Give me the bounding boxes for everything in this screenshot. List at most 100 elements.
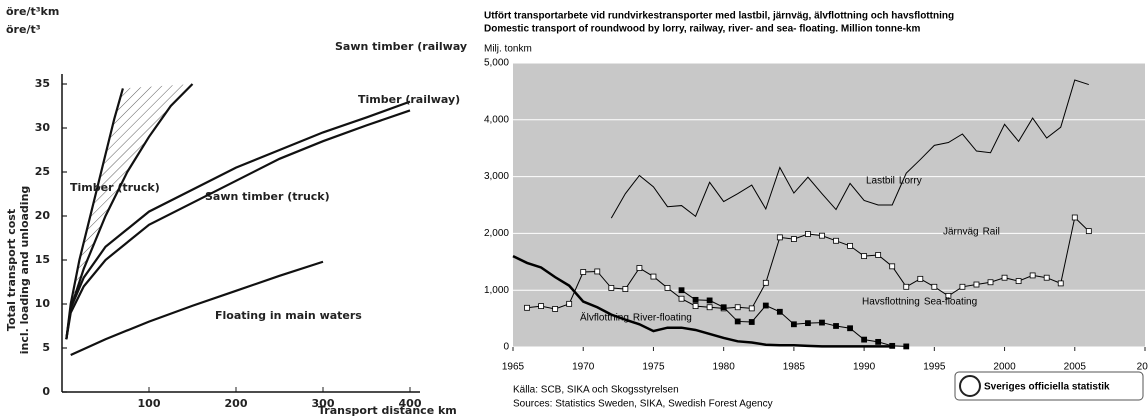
plot-background [513,63,1145,347]
series-label: Älvflottning [580,312,629,324]
marker [762,302,769,309]
marker [678,287,685,294]
y-tick-label: 4,000 [484,114,509,125]
marker [1071,214,1078,221]
marker [776,234,783,241]
marker [1057,280,1064,287]
marker [1001,274,1008,281]
x-tick-label: 100 [138,397,161,410]
marker [790,321,797,328]
marker [903,343,910,350]
y-unit: öre/t³km [6,5,59,18]
marker [959,283,966,290]
x-tick-label: 2005 [1064,362,1087,373]
marker [692,296,699,303]
marker [875,252,882,258]
marker [917,275,924,282]
y-tick-label: 5,000 [484,58,509,69]
logo-box [954,371,1144,401]
series-line [65,109,411,340]
marker [720,304,727,311]
marker [566,300,573,307]
marker [734,304,741,311]
y-tick-label: 30 [35,121,51,134]
marker [987,279,994,286]
source: Källa: SCB, SIKA och Skogsstyrelsen [513,385,679,396]
marker [622,286,629,292]
x-tick-label: 1975 [642,362,665,373]
marker [819,232,825,239]
x-tick-label: 1985 [783,362,806,373]
x-tick-label: 201 [1137,362,1148,373]
marker [875,338,882,345]
y-tick-label: 2,000 [484,228,509,239]
marker [594,268,601,275]
series-line [610,79,1089,219]
marker [706,297,713,304]
y-tick-label: 10 [35,297,51,310]
logo-icon [959,375,981,397]
x-tick-label: 300 [312,397,335,410]
y-tick-label: 15 [35,253,50,266]
x-tick-label: 2000 [993,362,1016,373]
series-label-en: River-floating [633,313,692,324]
marker [847,325,853,332]
marker [762,279,769,286]
marker [805,231,811,237]
y-tick-label: 3,000 [484,171,509,182]
marker [833,323,839,329]
series-label: Timber (railway) [358,93,460,106]
x-tick-label: 1965 [502,362,525,373]
series-line [65,88,124,340]
marker [608,285,615,291]
series-line [512,254,893,348]
series-label: Sawn timber (railway [335,40,467,53]
y-tick-label: 1,000 [484,285,509,296]
marker [805,320,811,327]
x-tick-label: 1970 [572,362,595,373]
series-label: Timber (truck) [70,181,160,194]
x-label: Transport distance km [318,404,457,416]
series-label: Havsflottning [862,297,920,308]
marker [524,304,530,311]
series-label: Järnväg [943,227,979,238]
y-label: incl. loading and unloading [18,186,31,355]
marker [1085,228,1092,235]
marker [861,336,868,343]
y-label: Milj. tonkm [484,44,532,55]
source-en: Sources: Statistics Sweden, SIKA, Swedis… [513,399,773,410]
x-tick-label: 1980 [713,362,736,373]
y-tick-label: 0 [42,385,50,398]
marker [636,265,643,271]
marker [819,319,825,326]
marker [945,292,952,299]
y-unit: öre/t³ [6,23,41,36]
marker [833,237,839,244]
y-tick-label: 20 [35,209,51,222]
marker [706,304,713,311]
x-tick-label: 400 [399,397,422,410]
marker [580,269,587,275]
marker [1015,278,1022,285]
marker [847,242,853,249]
chart-subtitle: Domestic transport of roundwood by lorry… [484,24,920,35]
y-tick-label: 25 [35,165,50,178]
marker [650,273,657,280]
marker [664,285,671,291]
marker [1043,274,1050,281]
marker [748,305,755,312]
y-label: Total transport cost [5,209,18,331]
series-line [70,260,324,357]
series-label: Lastbil [866,176,895,187]
marker [748,319,755,325]
marker [931,283,938,290]
x-tick-label: 1995 [923,362,946,373]
marker [861,253,868,260]
marker [790,236,797,242]
logo-text: Sveriges officiella statistik [984,382,1110,393]
marker [1029,272,1036,279]
series-label: Sawn timber (truck) [205,190,330,203]
marker [538,303,544,310]
x-tick-label: 1990 [853,362,876,373]
